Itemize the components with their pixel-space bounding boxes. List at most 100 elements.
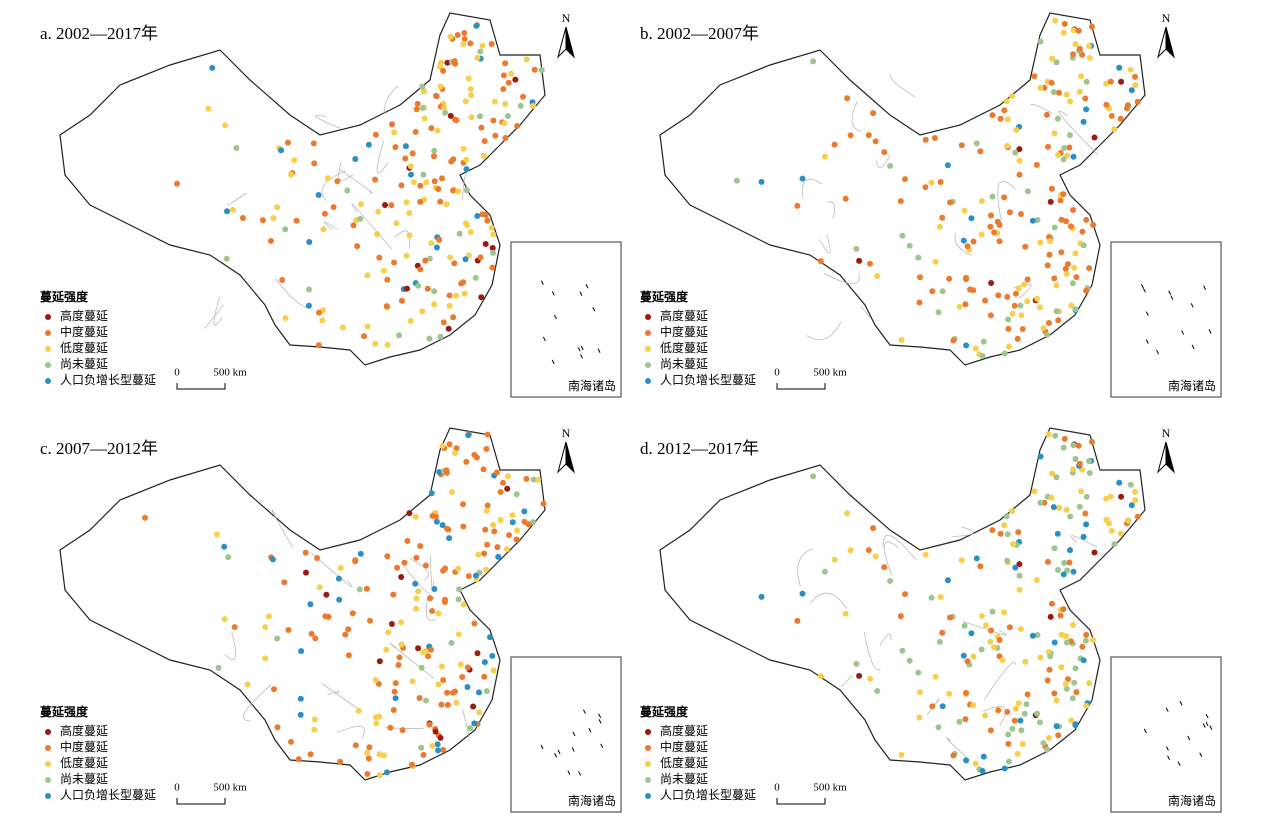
city-dot [956, 718, 963, 725]
city-dot [881, 564, 888, 571]
city-dot [482, 212, 489, 218]
city-dot [1045, 558, 1051, 565]
city-dot [432, 513, 439, 520]
city-dot [391, 129, 398, 136]
city-dot [1040, 325, 1047, 332]
city-dot [312, 635, 319, 642]
city-dot [415, 645, 422, 652]
legend-label: 低度蔓延 [60, 340, 108, 355]
province-boundary [882, 534, 917, 560]
city-dot [963, 342, 970, 349]
city-dot [1107, 493, 1114, 500]
scale-zero: 0 [774, 367, 780, 379]
city-dot [473, 22, 480, 29]
city-dot [897, 613, 904, 620]
city-dot [305, 302, 312, 309]
city-dot [274, 204, 281, 211]
city-dot [1052, 17, 1059, 24]
city-dot [1124, 517, 1131, 524]
city-dot [454, 32, 461, 38]
city-dot [404, 538, 411, 544]
inset-label: 南海诸岛 [1168, 793, 1216, 808]
city-dot [222, 122, 229, 129]
city-dot [794, 617, 801, 624]
city-dot [1049, 470, 1056, 477]
inset-island [580, 345, 584, 351]
map-panel: a. 2002—2017年 N 南海诸岛 蔓延强度高度蔓延中度蔓延低度蔓延尚未蔓延人口… [40, 11, 622, 398]
city-dot [447, 254, 453, 261]
city-dot [1016, 146, 1023, 153]
city-dot [1004, 557, 1011, 564]
city-dot [865, 132, 872, 139]
city-dot [1067, 547, 1073, 554]
city-dot [944, 162, 951, 169]
city-dot [874, 688, 881, 694]
city-dot [1024, 298, 1031, 305]
panel-title: a. 2002—2017年 [40, 24, 158, 43]
city-dot [428, 646, 434, 653]
city-dot [446, 292, 453, 299]
city-dot [439, 442, 446, 449]
city-dot [410, 179, 417, 186]
city-dot [947, 199, 953, 206]
city-dot [450, 689, 456, 696]
city-dot [442, 109, 449, 116]
city-dot [963, 689, 969, 696]
city-dot [339, 324, 346, 331]
city-dot [352, 742, 359, 749]
city-dot [1076, 45, 1083, 52]
city-dot [282, 226, 289, 233]
city-dot [1003, 98, 1010, 105]
city-dot [980, 753, 987, 760]
city-dot [1075, 442, 1082, 449]
city-dot [970, 653, 977, 660]
city-dot [973, 555, 980, 562]
city-dot [365, 141, 372, 148]
city-dot [476, 113, 483, 120]
city-dot [514, 527, 520, 534]
city-dot [460, 41, 467, 47]
city-dot [488, 224, 495, 231]
city-dot [438, 701, 445, 708]
city-dot [1078, 488, 1085, 495]
city-dot [262, 655, 269, 662]
city-dot [1045, 735, 1052, 741]
city-dot [1024, 276, 1031, 283]
city-dot [302, 549, 309, 556]
city-dot [1064, 676, 1071, 683]
city-dot [1072, 250, 1079, 257]
city-dot [1071, 679, 1078, 686]
city-dot [987, 727, 994, 734]
inset-island [577, 347, 581, 352]
city-dot [947, 614, 953, 621]
city-dot [388, 202, 395, 209]
city-dot [311, 160, 318, 167]
inset-island [1145, 311, 1149, 316]
city-dot [315, 342, 322, 349]
city-dot [1031, 488, 1038, 495]
city-dot [417, 543, 424, 549]
city-dot [982, 297, 989, 304]
north-arrow [1157, 26, 1167, 59]
city-dot [929, 703, 936, 710]
city-dot [474, 213, 481, 219]
province-boundary [851, 101, 862, 132]
city-dot [1016, 561, 1023, 568]
city-dot [209, 64, 216, 71]
city-dot [349, 610, 356, 617]
city-dot [997, 530, 1004, 537]
province-boundary [315, 115, 341, 129]
city-dot [1034, 632, 1041, 638]
city-dot [323, 591, 330, 598]
province-boundary [461, 708, 470, 742]
city-dot [1132, 82, 1139, 89]
city-dot [491, 528, 498, 535]
city-dot [269, 556, 276, 563]
city-dot [424, 285, 431, 292]
city-dot [1072, 41, 1079, 47]
province-boundary [275, 278, 310, 309]
city-dot [1080, 242, 1087, 249]
city-dot [1057, 612, 1064, 619]
city-dot [492, 132, 499, 139]
city-dot [1076, 503, 1083, 510]
